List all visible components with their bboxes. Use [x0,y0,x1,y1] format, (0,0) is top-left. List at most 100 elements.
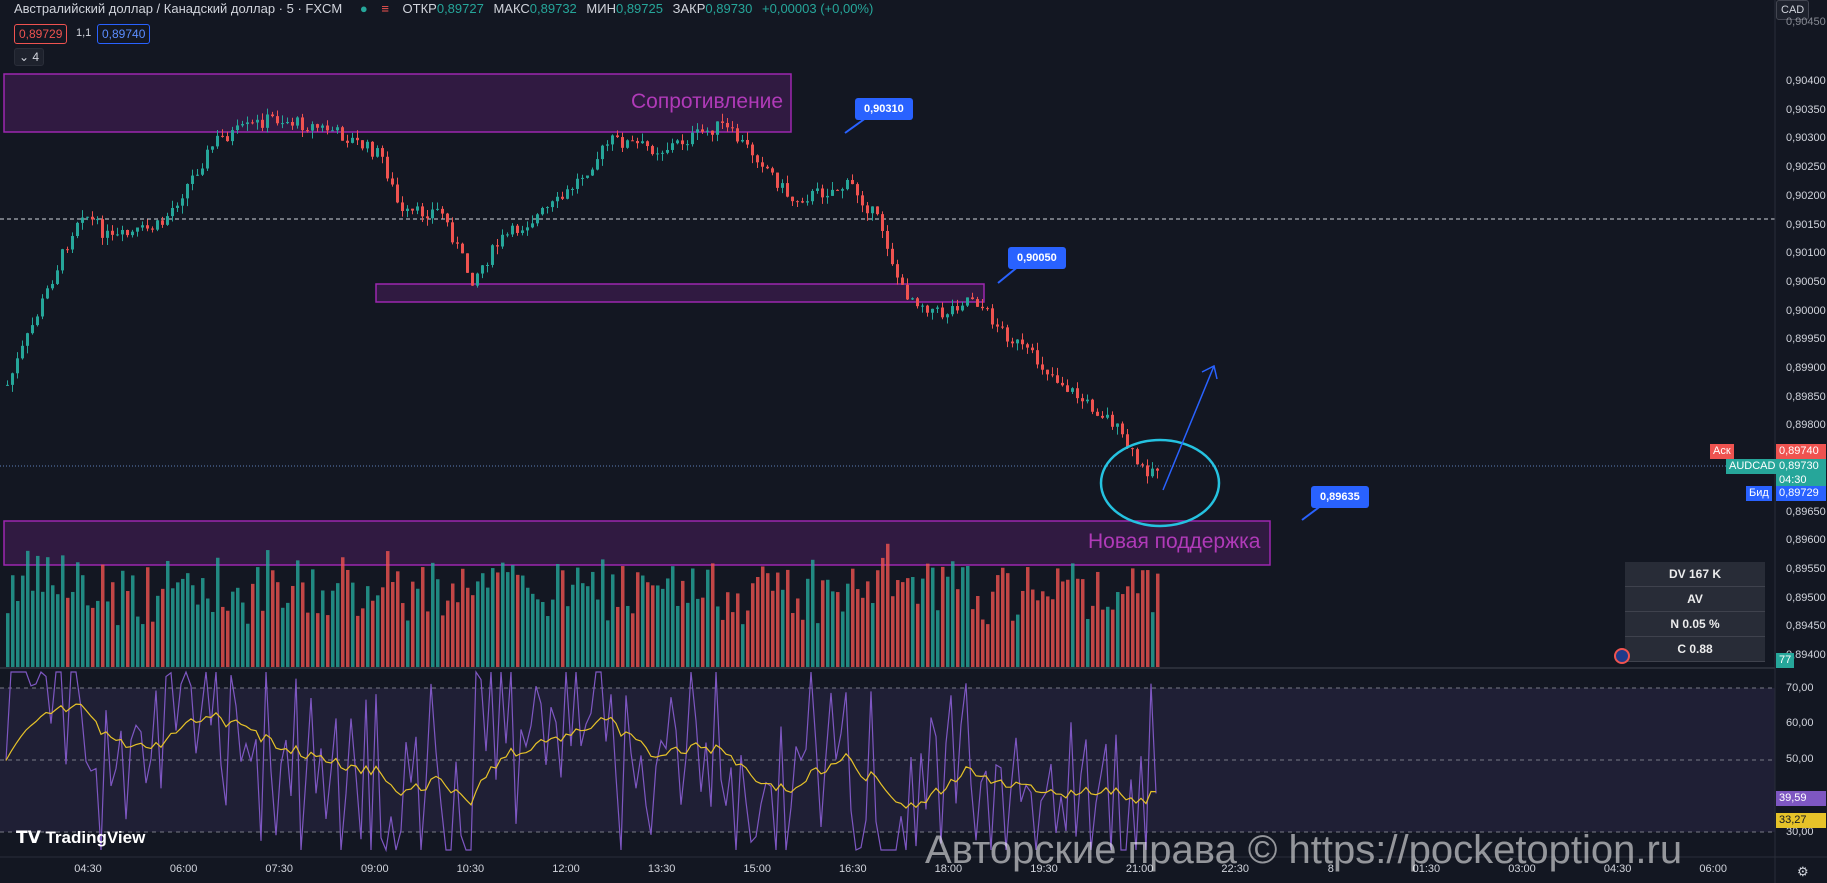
badge-price-low[interactable]: 0,89635 [1311,486,1369,508]
candle-body [336,127,339,131]
indicators-toggle[interactable]: ⌄ 4 [14,48,45,66]
volume-bar [416,588,420,668]
candle-body [606,144,609,146]
candle-body [1111,414,1114,427]
candle-body [1061,382,1064,386]
volume-bar [351,582,355,668]
new-support-zone[interactable] [3,520,1271,566]
volume-bar [546,616,550,668]
price-tick: 0,90200 [1786,189,1826,202]
volume-bar [1116,592,1120,668]
candle-body [351,137,354,143]
market-open-dot: ● [359,1,368,16]
volume-bar [331,590,335,668]
candle-body [206,149,209,169]
candle-body [496,245,499,247]
volume-bar [486,587,490,668]
badge-price-mid[interactable]: 0,90050 [1008,247,1066,269]
candle-body [51,283,54,289]
last-price: 0,89730 04:30 [1776,459,1826,487]
volume-bar [766,573,770,668]
price-tick: 0,90150 [1786,218,1826,231]
volume-bar [881,557,885,668]
volume-bar [61,555,65,668]
candle-body [486,264,489,266]
candle-body [691,132,694,145]
candle-body [576,178,579,189]
candle-body [836,189,839,191]
time-tick: 07:30 [265,863,293,875]
volume-bar [91,607,95,668]
candle-body [286,121,289,124]
time-tick: 19:30 [1030,863,1058,875]
rsi-ma-line [5,703,1157,809]
trend-arrow-line[interactable] [1162,365,1215,491]
volume-bar [956,589,960,668]
volume-bar [71,591,75,668]
volume-bar [451,583,455,668]
candle-body [1101,415,1104,418]
sell-button[interactable]: 0,89729 [14,24,68,44]
volume-bar [751,583,755,668]
volume-bar [896,580,900,668]
volume-bar [106,601,110,668]
volume-bar [641,575,645,668]
volume-bar [346,569,350,668]
candle-body [101,219,104,238]
price-tick: 0,89400 [1786,649,1826,661]
candle-body [221,135,224,137]
mid-support-zone[interactable] [375,283,985,303]
volume-bar [261,610,265,668]
volume-bar [216,557,220,668]
resistance-zone[interactable] [3,73,792,133]
flag-icon[interactable] [1614,648,1630,664]
badge-price-top[interactable]: 0,90310 [855,98,913,120]
tv-logo-icon: 𝗧𝗩 [16,828,46,847]
volume-bar [316,613,320,668]
volume-bar [566,606,570,668]
candle-body [906,284,909,300]
candle-body [851,179,854,185]
rsi-tick-30: 30,00 [1786,826,1814,838]
volume-bar [516,574,520,668]
volume-bar [151,621,155,668]
candle-body [881,214,884,231]
volume-bar [1066,579,1070,668]
trend-arrow-head [1201,364,1218,380]
volume-bar [111,582,115,668]
volume-bar [441,615,445,668]
candle-body [611,135,614,145]
candle-body [321,125,324,128]
currency-button[interactable]: CAD [1776,0,1810,20]
candle-body [711,130,714,135]
menu-icon[interactable]: ≡ [381,1,389,16]
candle-body [1091,399,1094,412]
symbol-title[interactable]: Австралийский доллар / Канадский доллар … [14,1,343,16]
candle-body [536,214,539,224]
volume-bar [381,587,385,668]
volume-bar [1041,591,1045,668]
candle-body [431,209,434,219]
volume-bar [541,602,545,668]
candle-body [771,168,774,173]
volume-bar [126,591,130,668]
volume-bar [871,603,875,668]
rsi-value: 39,59 [1776,791,1826,806]
highlight-ellipse[interactable] [1099,438,1221,528]
candle-body [71,236,74,250]
volume-bar [861,597,865,668]
settings-gear-icon[interactable]: ⚙ [1797,864,1809,879]
volume-bar [726,592,730,668]
volume-bar [741,624,745,668]
volume-bar [1046,596,1050,668]
volume-bar [471,595,475,668]
buy-button[interactable]: 0,89740 [97,24,151,44]
symbol-label: AUDCAD [1726,459,1779,474]
volume-bar [146,567,150,668]
candle-body [451,222,454,243]
tradingview-logo[interactable]: 𝗧𝗩 TradingView [16,828,145,848]
candle-body [6,384,9,386]
candle-body [1026,344,1029,348]
volume-bar [176,582,180,668]
